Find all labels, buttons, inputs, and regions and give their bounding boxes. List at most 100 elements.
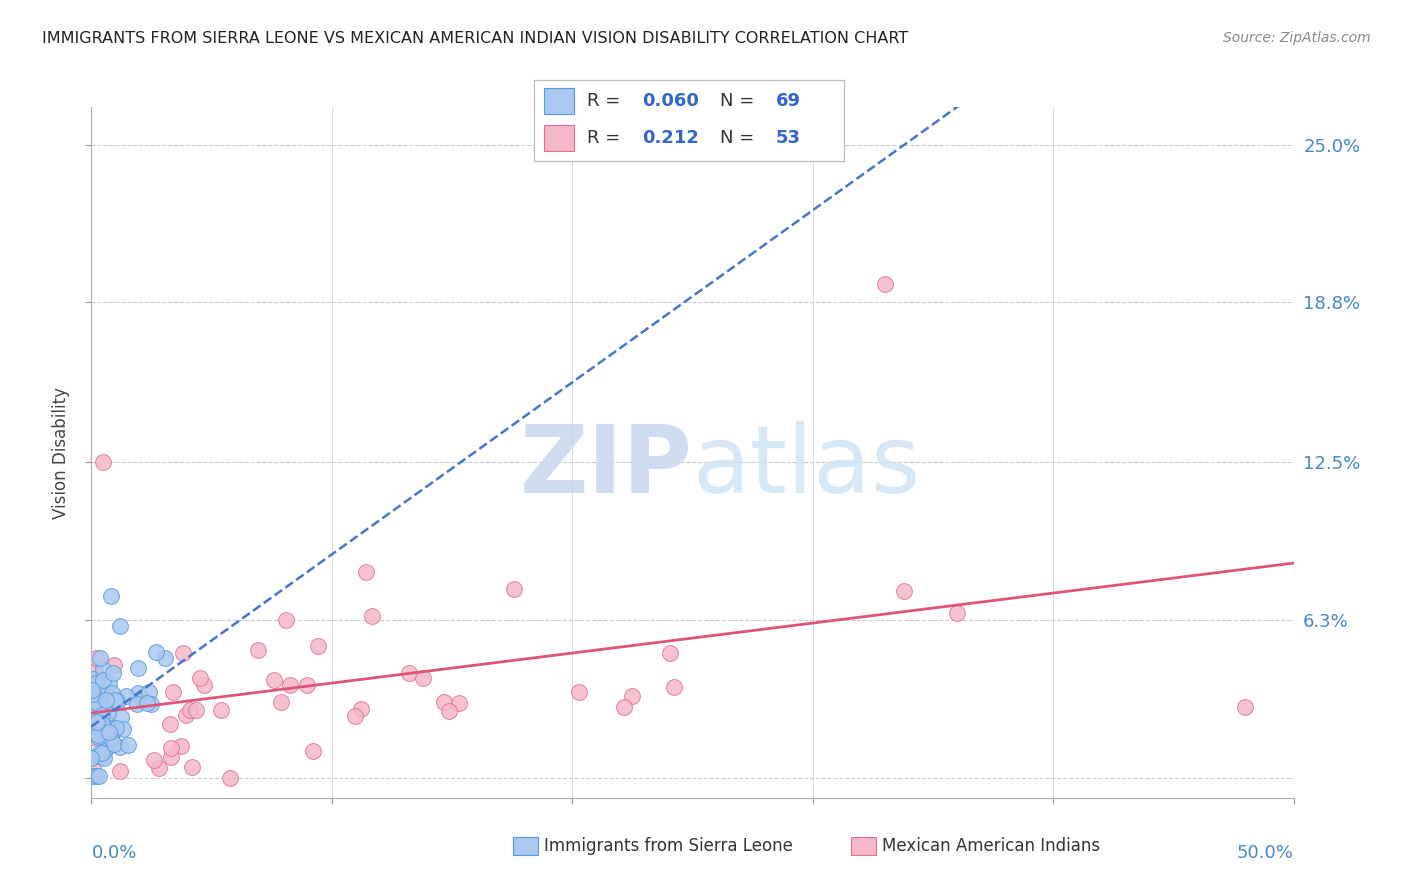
Point [172,646,194,660]
Point [270,695,292,709]
Point [247,643,270,657]
Text: ZIP: ZIP [520,420,692,513]
Point [145,645,167,659]
Point [350,702,373,716]
Point [343,709,366,723]
Point [662,680,685,694]
Point [82,711,104,725]
Point [91,724,114,739]
Point [96,716,118,731]
Point [129,690,152,705]
Point [89,745,111,759]
Point [502,582,524,596]
Point [80,702,103,716]
Point [87,702,110,716]
Point [82,768,104,782]
Point [100,589,122,603]
Point [91,662,114,676]
Point [447,696,470,710]
Point [142,753,165,767]
Point [86,730,108,744]
Point [84,768,107,782]
Point [218,771,240,785]
Point [162,685,184,699]
Point [613,699,636,714]
Text: 50.0%: 50.0% [1237,844,1294,862]
Text: 69: 69 [776,92,800,110]
Point [90,746,112,760]
Point [437,704,460,718]
Point [103,657,125,672]
Text: IMMIGRANTS FROM SIERRA LEONE VS MEXICAN AMERICAN INDIAN VISION DISABILITY CORREL: IMMIGRANTS FROM SIERRA LEONE VS MEXICAN … [42,31,908,46]
Point [398,665,420,680]
Point [93,702,115,716]
Point [97,706,120,720]
Point [86,650,108,665]
Text: N =: N = [720,129,759,147]
Point [91,707,114,722]
Point [91,721,114,735]
Point [86,721,108,735]
Point [101,724,124,739]
Point [94,724,117,739]
Point [433,695,456,709]
Point [111,722,134,736]
Point [184,703,207,717]
Point [84,695,107,709]
Point [89,650,111,665]
Point [125,697,148,711]
Text: R =: R = [586,129,626,147]
Point [307,639,329,653]
Point [159,741,181,756]
Point [103,737,125,751]
Point [82,687,104,701]
Point [93,743,115,757]
Point [82,683,104,698]
Point [174,707,197,722]
Bar [544,88,575,114]
Text: Mexican American Indians: Mexican American Indians [882,837,1099,855]
Point [148,761,170,775]
Point [96,689,118,703]
Point [302,744,325,758]
Point [179,703,201,717]
Point [169,739,191,754]
Point [127,661,149,675]
Text: N =: N = [720,92,759,110]
Point [110,619,132,633]
Point [93,723,115,738]
Point [108,764,131,779]
Point [356,565,378,579]
Text: atlas: atlas [692,420,921,513]
Point [98,676,121,690]
Point [104,721,127,735]
Point [87,768,110,782]
Point [89,684,111,698]
Point [141,697,163,711]
Point [132,693,155,707]
Point [136,697,159,711]
Bar [544,125,575,151]
Point [181,760,204,774]
Point [94,693,117,707]
Point [87,689,110,703]
Point [84,664,107,678]
Point [82,730,104,744]
Point [188,671,211,685]
Point [84,675,107,690]
Point [159,750,181,764]
Point [104,692,127,706]
Point [93,750,115,764]
Point [278,678,301,692]
Point [93,454,115,468]
Point [295,678,318,692]
Point [110,709,132,723]
Point [946,607,969,621]
Point [91,673,114,688]
Point [873,277,896,292]
Point [87,728,110,742]
Text: 0.212: 0.212 [643,129,699,147]
Point [86,714,108,729]
Point [100,731,122,746]
Text: 0.0%: 0.0% [91,844,136,862]
